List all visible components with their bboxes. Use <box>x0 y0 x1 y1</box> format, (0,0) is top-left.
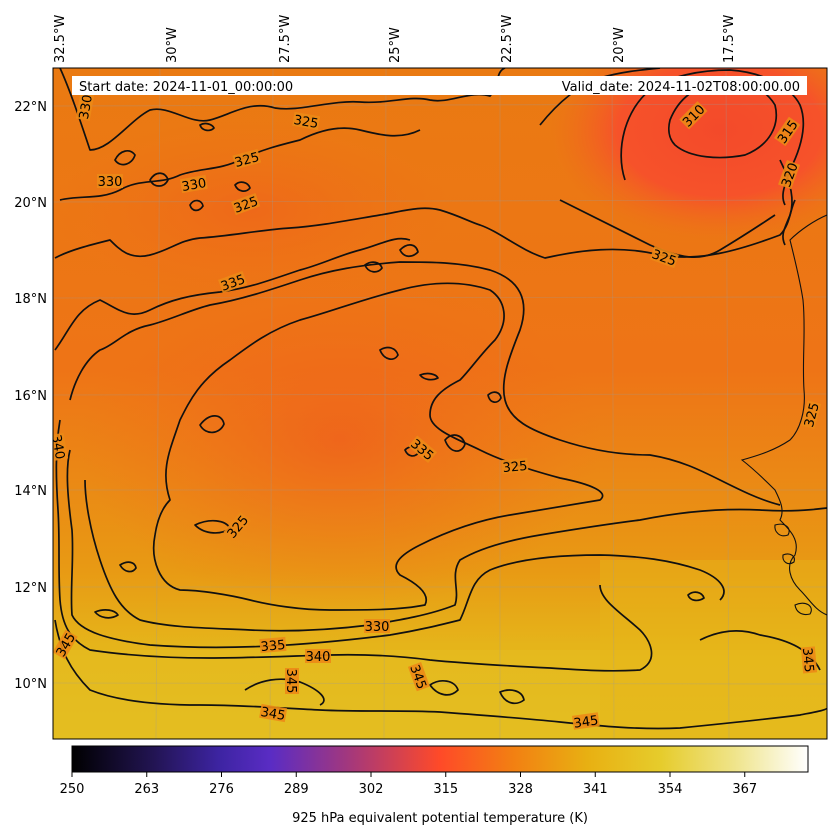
longitude-label: 22.5°W <box>500 15 515 63</box>
colorbar-ticks: 250 263 276 289 302 315 328 341 354 367 <box>60 772 757 797</box>
contour-label-text: 325 <box>802 401 823 429</box>
contour-label: 345 <box>799 646 818 674</box>
latitude-label: 14°N <box>14 484 47 499</box>
colorbar-tick-label: 302 <box>359 782 384 797</box>
latitude-labels: 22°N 20°N 18°N 16°N 14°N 12°N 10°N <box>14 100 47 692</box>
contour-label: 335 <box>259 636 287 655</box>
contour-label-text: 330 <box>181 176 208 195</box>
colorbar-tick-label: 328 <box>508 782 533 797</box>
contour-label: 345 <box>283 668 299 694</box>
longitude-label: 27.5°W <box>278 15 293 63</box>
longitude-labels: 32.5°W 30°W 27.5°W 25°W 22.5°W 20°W 17.5°W <box>53 15 737 63</box>
contour-label: 325 <box>232 148 262 171</box>
contour-label-text: 340 <box>48 434 67 461</box>
latitude-label: 16°N <box>14 389 47 404</box>
colorbar-tick-label: 341 <box>583 782 608 797</box>
colorbar-tick-label: 250 <box>60 782 85 797</box>
latitude-label: 18°N <box>14 292 47 307</box>
contour-label-text: 325 <box>292 113 319 132</box>
valid-date-label: Valid_date: 2024-11-02T08:00:00.00 <box>562 80 800 95</box>
latitude-label: 22°N <box>14 100 47 115</box>
contour-label: 325 <box>800 400 823 430</box>
latitude-label: 10°N <box>14 677 47 692</box>
colorbar-tick-label: 276 <box>209 782 234 797</box>
contour-label-text: 345 <box>573 713 600 731</box>
colorbar-tick-label: 289 <box>284 782 309 797</box>
contour-label-text: 330 <box>98 175 123 190</box>
contour-label: 330 <box>364 619 390 635</box>
contour-label-text: 330 <box>365 620 390 635</box>
longitude-label: 32.5°W <box>53 15 68 63</box>
gridlines <box>53 68 827 739</box>
start-date-label: Start date: 2024-11-01_00:00:00 <box>79 80 293 95</box>
contour-label-text: 340 <box>306 650 331 665</box>
colorbar-tick-label: 315 <box>433 782 458 797</box>
longitude-label: 25°W <box>388 27 403 63</box>
colorbar-ramp <box>71 745 809 773</box>
contour-label: 325 <box>501 457 529 476</box>
latitude-label: 20°N <box>14 196 47 211</box>
contour-label-text: 345 <box>259 705 286 724</box>
contour-label-text: 345 <box>283 669 298 694</box>
contour-label: 345 <box>572 712 600 732</box>
contour-label: 340 <box>48 432 69 461</box>
contour-label-text: 330 <box>77 94 96 121</box>
colorbar-label: 925 hPa equivalent potential temperature… <box>292 811 588 826</box>
longitude-label: 17.5°W <box>722 15 737 63</box>
colorbar-tick-label: 354 <box>658 782 683 797</box>
contour-label: 330 <box>179 174 208 195</box>
contour-label: 325 <box>292 111 321 132</box>
contour-label: 345 <box>259 703 288 724</box>
coastline <box>740 214 827 616</box>
contour-label: 330 <box>75 92 96 121</box>
longitude-label: 20°W <box>612 27 627 63</box>
contour-label: 340 <box>305 649 331 665</box>
contour-label-text: 345 <box>799 647 816 673</box>
colorbar-tick-label: 367 <box>732 782 757 797</box>
latitude-label: 12°N <box>14 581 47 596</box>
longitude-label: 30°W <box>165 27 180 63</box>
contour-label-text: 335 <box>260 638 286 655</box>
colorbar: 250 263 276 289 302 315 328 341 354 367 925 hPa e… <box>60 745 809 826</box>
contour-label: 330 <box>97 174 123 190</box>
colorbar-tick-label: 263 <box>134 782 159 797</box>
map-frame <box>52 67 828 740</box>
contour-label-text: 325 <box>502 459 528 476</box>
contour-label-text: 325 <box>233 150 261 171</box>
header-bar <box>72 76 807 95</box>
